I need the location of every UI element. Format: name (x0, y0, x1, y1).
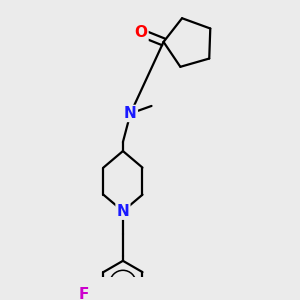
Text: F: F (79, 287, 89, 300)
Text: N: N (117, 204, 129, 219)
Text: N: N (124, 106, 137, 121)
Text: O: O (134, 26, 148, 40)
